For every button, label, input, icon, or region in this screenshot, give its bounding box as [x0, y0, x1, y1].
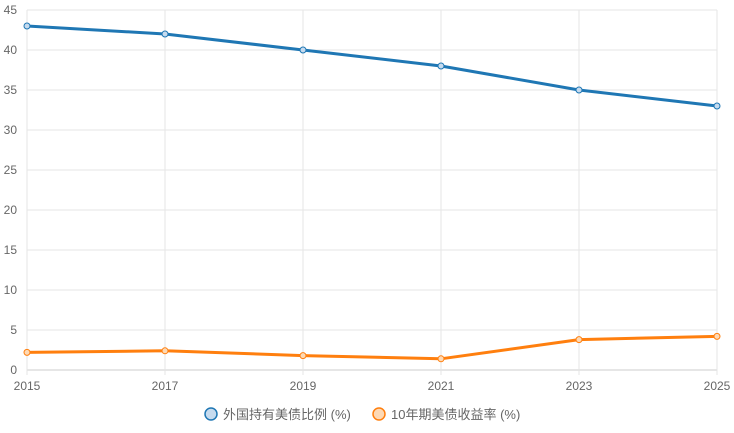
series-0 — [23, 22, 721, 110]
legend-marker — [204, 407, 218, 421]
legend-marker — [372, 407, 386, 421]
series-line — [26, 24, 718, 108]
y-tick-label: 30 — [4, 123, 18, 137]
x-tick-label: 2015 — [14, 379, 41, 393]
y-tick-label: 25 — [4, 163, 18, 177]
y-tick-label: 10 — [4, 283, 18, 297]
series-line — [26, 334, 718, 361]
y-tick-label: 35 — [4, 83, 18, 97]
y-tick-label: 20 — [4, 203, 18, 217]
data-point — [161, 30, 169, 38]
y-tick-label: 40 — [4, 43, 18, 57]
series-layer — [23, 22, 721, 363]
data-point — [161, 347, 169, 355]
y-tick-label: 45 — [4, 3, 18, 17]
legend: 外国持有美债比例 (%) 10年期美债收益率 (%) — [204, 407, 520, 422]
legend-label: 外国持有美债比例 (%) — [223, 407, 351, 422]
data-point — [713, 332, 721, 340]
data-point — [437, 62, 445, 70]
x-tick-label: 2025 — [704, 379, 731, 393]
x-tick-label: 2017 — [152, 379, 179, 393]
data-point — [575, 86, 583, 94]
x-axis: 2015 2017 2019 2021 2023 2025 — [14, 379, 731, 393]
data-point — [23, 22, 31, 30]
data-point — [23, 348, 31, 356]
data-point — [299, 352, 307, 360]
data-point — [575, 336, 583, 344]
data-point — [299, 46, 307, 54]
x-tick-label: 2023 — [566, 379, 593, 393]
x-tick-label: 2019 — [290, 379, 317, 393]
data-point — [437, 355, 445, 363]
y-axis: 0 5 10 15 20 25 30 35 40 45 — [4, 3, 18, 377]
y-tick-label: 15 — [4, 243, 18, 257]
x-tick-label: 2021 — [428, 379, 455, 393]
legend-label: 10年期美债收益率 (%) — [391, 407, 520, 422]
y-tick-label: 5 — [10, 323, 17, 337]
y-tick-label: 0 — [10, 363, 17, 377]
grid — [26, 9, 718, 375]
series-1 — [23, 332, 721, 363]
legend-item-1: 10年期美债收益率 (%) — [372, 407, 520, 422]
legend-item-0: 外国持有美债比例 (%) — [204, 407, 351, 422]
data-point — [713, 102, 721, 110]
